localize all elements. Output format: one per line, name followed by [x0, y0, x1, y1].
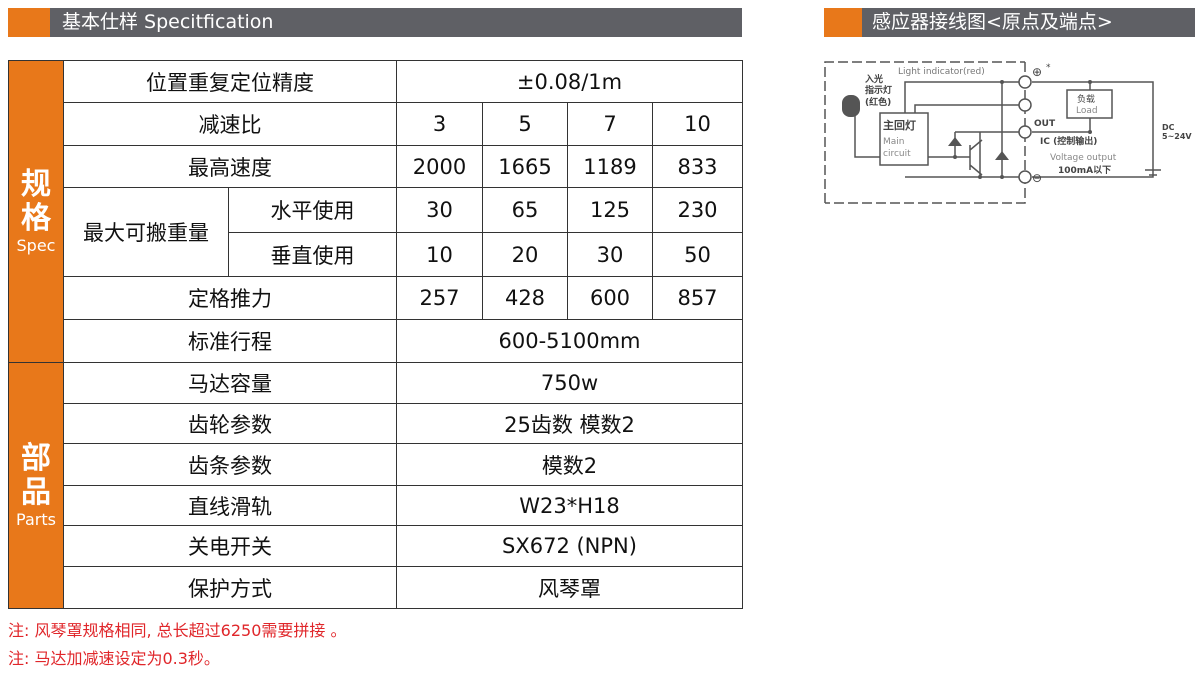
cell-value: 65	[482, 187, 568, 233]
diagram-header-title: 感应器接线图<原点及端点>	[872, 11, 1113, 33]
cell-value: 257	[396, 276, 483, 320]
table-row: 标准行程 600-5100mm	[9, 319, 743, 363]
spec-header: 基本仕样 Specitfication	[8, 8, 742, 37]
row-label: 位置重复定位精度	[63, 60, 397, 103]
spec-side-label: 规格 Spec	[8, 60, 64, 363]
diagram-text: 负载	[1077, 93, 1095, 105]
light-indicator-label: Light indicator(red)	[898, 67, 985, 77]
table-row: 减速比 3 5 7 10	[9, 102, 743, 146]
table-row: 规格 Spec 位置重复定位精度 ±0.08/1m	[8, 60, 743, 363]
cell-value: ±0.08/1m	[396, 60, 743, 103]
cell-value: 600-5100mm	[396, 319, 743, 363]
diagram-text: OUT	[1034, 119, 1056, 129]
row-label: 齿条参数	[63, 443, 397, 486]
header-accent	[824, 8, 862, 37]
diagram-text: Main	[883, 137, 905, 147]
table-row: 最高速度 2000 1665 1189 833	[9, 145, 743, 188]
cell-value: 125	[567, 187, 653, 233]
table-row: 直线滑轨 W23*H18	[9, 485, 743, 526]
table-row: 保护方式 风琴罩	[9, 566, 743, 609]
table-row: 齿轮参数 25齿数 模数2	[9, 403, 743, 444]
sub-label: 水平使用	[228, 187, 397, 233]
row-label: 最大可搬重量	[63, 187, 229, 277]
row-label: 关电开关	[63, 525, 397, 567]
header-accent	[8, 8, 50, 37]
diagram-text: Voltage output	[1050, 153, 1117, 163]
cell-value: 30	[567, 232, 653, 277]
indicator-lamp-icon	[842, 95, 860, 117]
table-row: 关电开关 SX672 (NPN)	[9, 525, 743, 567]
cell-value: 30	[396, 187, 483, 233]
cell-value: 模数2	[396, 443, 743, 486]
row-label: 保护方式	[63, 566, 397, 609]
cell-value: 10	[396, 232, 483, 277]
row-label: 直线滑轨	[63, 485, 397, 526]
row-label: 定格推力	[63, 276, 397, 320]
diagram-text: (红色)	[865, 96, 891, 108]
cell-value: SX672 (NPN)	[396, 525, 743, 567]
diagram-text: 5~24V	[1162, 132, 1192, 141]
diagram-text: 指示灯	[865, 84, 892, 96]
diagram-text: 主回灯	[883, 118, 916, 132]
cell-value: 600	[567, 276, 653, 320]
cell-value: 20	[482, 232, 568, 277]
cell-value: 230	[652, 187, 743, 233]
cell-value: 25齿数 模数2	[396, 403, 743, 444]
table-row: 最大可搬重量 水平使用 30 65 125 230	[9, 187, 743, 277]
cell-value: W23*H18	[396, 485, 743, 526]
cell-value: 3	[396, 102, 483, 146]
diagram-text: 入光	[864, 73, 883, 85]
row-label: 最高速度	[63, 145, 397, 188]
diagram-text: *	[1046, 63, 1051, 73]
row-label: 齿轮参数	[63, 403, 397, 444]
row-label: 减速比	[63, 102, 397, 146]
cell-value: 2000	[396, 145, 483, 188]
table-row: 定格推力 257 428 600 857	[9, 276, 743, 320]
wiring-diagram: Light indicator(red) 入光 指示灯 (红色) 主回灯 Mai…	[824, 61, 1192, 204]
sub-label: 垂直使用	[228, 232, 397, 277]
diagram-text: 100mA以下	[1058, 165, 1111, 176]
row-label: 标准行程	[63, 319, 397, 363]
cell-value: 7	[567, 102, 653, 146]
cell-value: 5	[482, 102, 568, 146]
cell-value: 1189	[567, 145, 653, 188]
diagram-text: DC	[1162, 123, 1175, 132]
cell-value: 1665	[482, 145, 568, 188]
cell-value: 428	[482, 276, 568, 320]
spec-header-title: 基本仕样 Specitfication	[62, 11, 274, 33]
cell-value: 50	[652, 232, 743, 277]
plus-terminal-icon: ⊕	[1032, 65, 1042, 79]
spec-table: 规格 Spec 位置重复定位精度 ±0.08/1m 减速比 3 5 7 10 最高速度 …	[8, 60, 743, 609]
cell-value: 风琴罩	[396, 566, 743, 609]
diagram-text: Load	[1076, 106, 1098, 116]
note-1: 注: 风琴罩规格相同, 总长超过6250需要拼接 。	[8, 621, 347, 640]
diagram-header: 感应器接线图<原点及端点>	[824, 8, 1195, 37]
cell-value: 10	[652, 102, 743, 146]
cell-value: 750w	[396, 362, 743, 404]
cell-value: 857	[652, 276, 743, 320]
cell-value: 833	[652, 145, 743, 188]
minus-terminal-icon: ⊖	[1032, 171, 1042, 185]
diagram-text: circuit	[883, 149, 911, 159]
table-row: 部品 Parts 马达容量 750w	[8, 362, 743, 609]
diagram-text: IC (控制输出)	[1040, 135, 1097, 147]
note-2: 注: 马达加减速设定为0.3秒。	[8, 649, 220, 668]
parts-side-label: 部品 Parts	[8, 362, 64, 609]
row-label: 马达容量	[63, 362, 397, 404]
table-row: 齿条参数 模数2	[9, 443, 743, 486]
